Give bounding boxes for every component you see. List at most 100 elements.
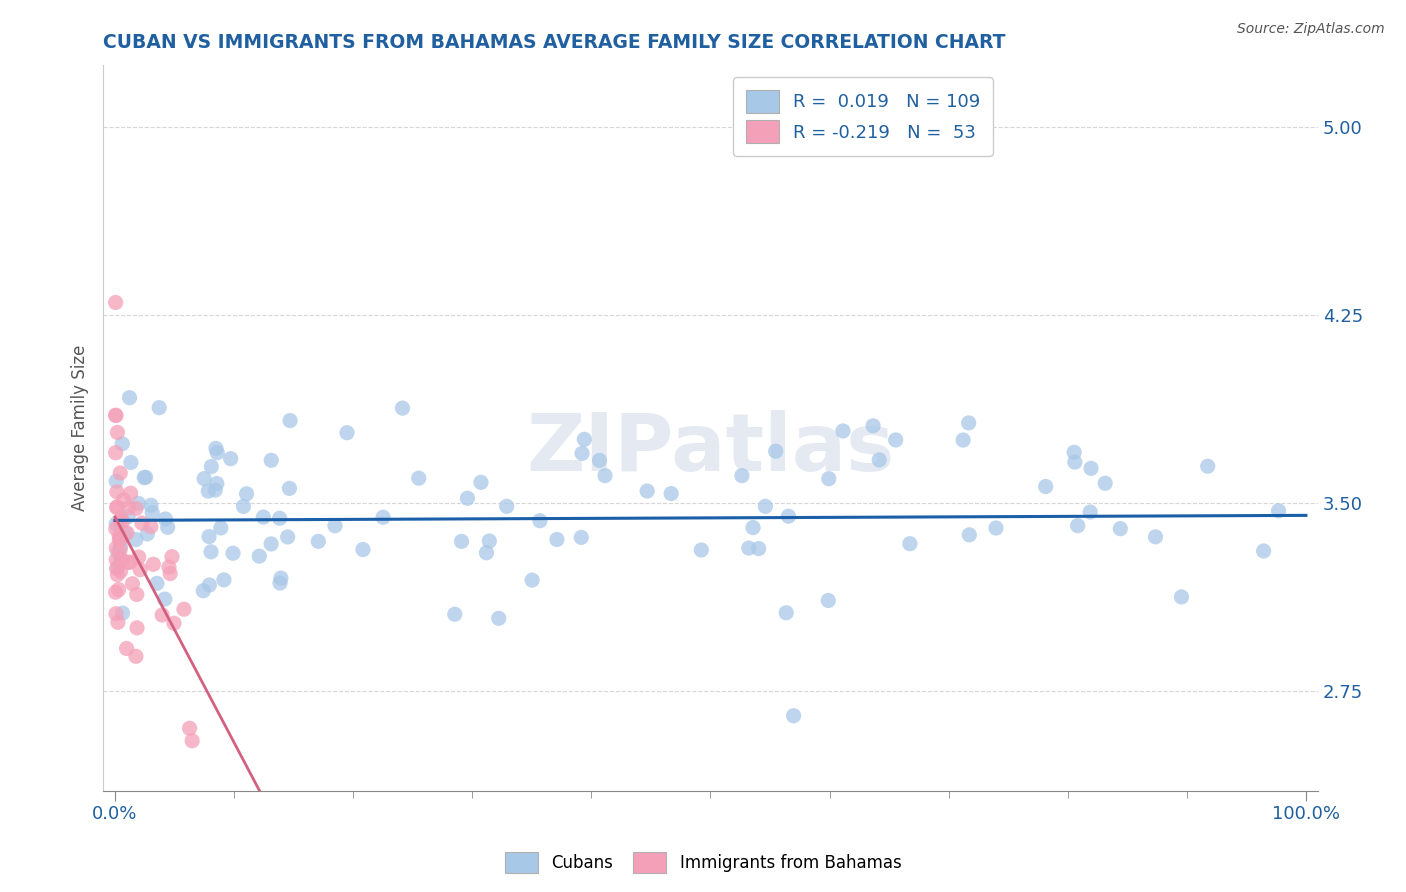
Point — [105, 500, 128, 514]
Point — [127, 496, 149, 510]
Point — [193, 472, 215, 486]
Point — [205, 476, 228, 491]
Point — [129, 563, 152, 577]
Point — [260, 537, 283, 551]
Point — [775, 606, 797, 620]
Point — [408, 471, 430, 485]
Point — [443, 607, 465, 622]
Point — [121, 576, 143, 591]
Legend: Cubans, Immigrants from Bahamas: Cubans, Immigrants from Bahamas — [498, 846, 908, 880]
Point — [336, 425, 359, 440]
Point — [898, 537, 921, 551]
Point — [173, 602, 195, 616]
Text: Source: ZipAtlas.com: Source: ZipAtlas.com — [1237, 22, 1385, 37]
Point — [104, 446, 127, 460]
Point — [235, 487, 257, 501]
Point — [198, 530, 221, 544]
Point — [114, 525, 136, 540]
Point — [117, 509, 139, 524]
Point — [817, 593, 839, 607]
Point — [108, 515, 131, 529]
Point — [120, 486, 142, 500]
Point — [588, 453, 610, 467]
Point — [118, 500, 141, 515]
Point — [323, 518, 346, 533]
Point — [104, 522, 127, 536]
Point — [110, 466, 132, 480]
Point — [277, 530, 299, 544]
Point — [219, 451, 242, 466]
Point — [110, 542, 132, 557]
Point — [117, 555, 139, 569]
Point — [832, 424, 855, 438]
Point — [139, 498, 162, 512]
Point — [108, 529, 131, 543]
Point — [1066, 518, 1088, 533]
Point — [270, 571, 292, 585]
Point — [111, 436, 134, 450]
Point — [204, 483, 226, 497]
Point — [134, 470, 156, 484]
Point — [1170, 590, 1192, 604]
Point — [1063, 455, 1085, 469]
Point — [748, 541, 770, 556]
Point — [128, 550, 150, 565]
Point — [450, 534, 472, 549]
Point — [112, 493, 135, 508]
Y-axis label: Average Family Size: Average Family Size — [72, 344, 89, 511]
Point — [111, 553, 134, 567]
Point — [148, 401, 170, 415]
Point — [207, 445, 229, 459]
Point — [232, 500, 254, 514]
Point — [155, 512, 177, 526]
Point — [125, 501, 148, 516]
Point — [984, 521, 1007, 535]
Point — [269, 576, 291, 591]
Point — [222, 546, 245, 560]
Point — [574, 433, 596, 447]
Point — [118, 555, 141, 569]
Point — [107, 425, 129, 440]
Point — [1197, 459, 1219, 474]
Legend: R =  0.019   N = 109, R = -0.219   N =  53: R = 0.019 N = 109, R = -0.219 N = 53 — [734, 78, 993, 156]
Point — [105, 541, 128, 555]
Point — [1035, 479, 1057, 493]
Point — [198, 578, 221, 592]
Point — [690, 543, 713, 558]
Point — [952, 433, 974, 447]
Point — [105, 474, 128, 488]
Point — [1080, 461, 1102, 475]
Point — [731, 468, 754, 483]
Point — [125, 621, 148, 635]
Point — [1063, 445, 1085, 459]
Point — [110, 552, 132, 566]
Point — [252, 510, 274, 524]
Point — [135, 470, 157, 484]
Point — [105, 484, 128, 499]
Point — [546, 533, 568, 547]
Point — [571, 446, 593, 460]
Point — [957, 528, 980, 542]
Point — [146, 576, 169, 591]
Point — [111, 606, 134, 620]
Point — [659, 486, 682, 500]
Point — [159, 566, 181, 581]
Point — [765, 444, 787, 458]
Point — [104, 607, 127, 621]
Point — [307, 534, 329, 549]
Point — [371, 510, 394, 524]
Point — [181, 733, 204, 747]
Point — [754, 500, 776, 514]
Text: ZIPatlas: ZIPatlas — [526, 410, 894, 489]
Point — [738, 541, 761, 555]
Point — [782, 708, 804, 723]
Point — [269, 511, 291, 525]
Point — [260, 453, 283, 467]
Point — [153, 592, 176, 607]
Point — [136, 526, 159, 541]
Point — [131, 516, 153, 530]
Point — [105, 552, 128, 566]
Point — [742, 520, 765, 534]
Point — [150, 607, 173, 622]
Point — [110, 565, 132, 579]
